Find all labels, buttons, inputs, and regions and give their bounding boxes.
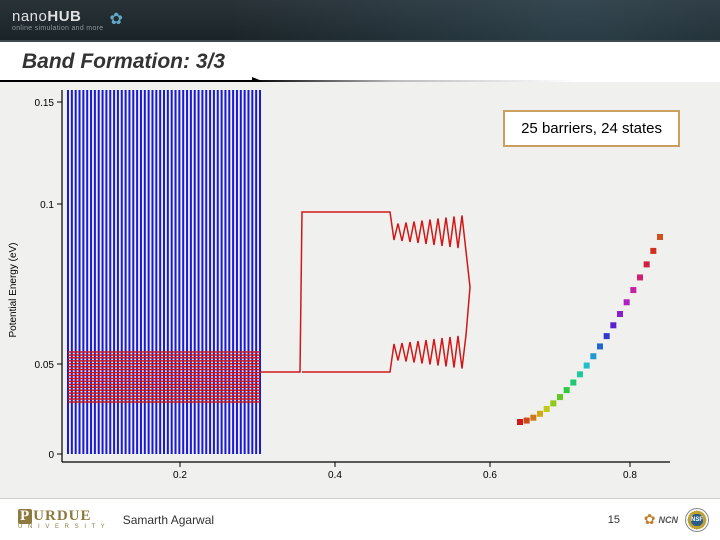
author-name: Samarth Agarwal <box>123 513 214 527</box>
nsf-text: NSF <box>691 517 703 523</box>
header-bar: nanoHUB online simulation and more <box>0 0 720 42</box>
title-row: Band Formation: 3/3 <box>0 42 720 82</box>
svg-text:0.4: 0.4 <box>328 470 342 481</box>
ncn-logo: ✿ NCN <box>644 511 678 528</box>
svg-text:Potential Energy (eV): Potential Energy (eV) <box>8 242 19 337</box>
ncn-flower-icon: ✿ <box>644 511 656 528</box>
annotation-text: 25 barriers, 24 states <box>521 120 662 137</box>
annotation-box: 25 barriers, 24 states <box>503 110 680 147</box>
purdue-name: PURDUE <box>18 509 92 524</box>
flower-icon <box>109 13 123 27</box>
ncn-text: NCN <box>659 515 679 525</box>
footer-logos: ✿ NCN NSF <box>644 509 708 531</box>
logo-text: nanoHUB <box>12 8 103 25</box>
svg-text:0.6: 0.6 <box>483 470 497 481</box>
app-logo: nanoHUB online simulation and more <box>12 8 123 32</box>
footer: PURDUE U N I V E R S I T Y Samarth Agarw… <box>0 498 720 540</box>
page-number: 15 <box>608 514 620 526</box>
svg-text:0.15: 0.15 <box>35 98 55 109</box>
slide-title: Band Formation: 3/3 <box>22 50 225 74</box>
nsf-badge: NSF <box>686 509 708 531</box>
svg-text:0.1: 0.1 <box>40 200 54 211</box>
chart-area: 0 0.05 0.1 0.15 Potential Energy (eV) 0.2 0.4 0… <box>0 82 720 498</box>
svg-text:0: 0 <box>48 450 54 461</box>
svg-text:0.05: 0.05 <box>35 360 55 371</box>
purdue-sub: U N I V E R S I T Y <box>18 524 107 530</box>
logo-tagline: online simulation and more <box>12 25 103 32</box>
svg-text:0.2: 0.2 <box>173 470 187 481</box>
purdue-logo: PURDUE U N I V E R S I T Y <box>18 509 107 530</box>
svg-text:0.8: 0.8 <box>623 470 637 481</box>
